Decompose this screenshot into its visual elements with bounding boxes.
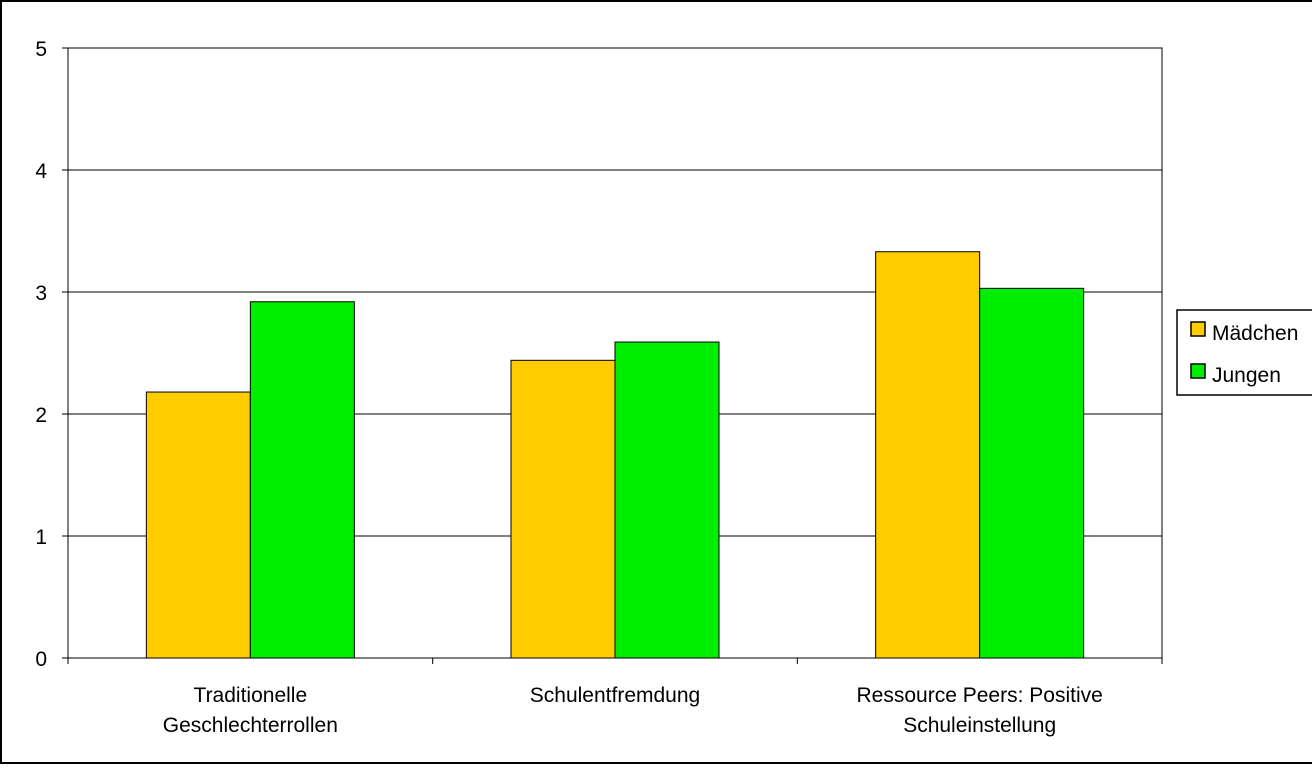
- legend-label: Jungen: [1212, 364, 1281, 387]
- legend-label: Mädchen: [1212, 322, 1298, 345]
- bar-maedchen: [510, 359, 616, 659]
- y-tick-label: 3: [35, 282, 47, 305]
- bar-jungen: [249, 301, 355, 659]
- bar-maedchen: [145, 391, 251, 659]
- bar-maedchen: [875, 251, 981, 659]
- legend-swatch: [1190, 321, 1206, 337]
- axes: 0 1 2 3 4 5 Traditionelle Geschlechterrollen Sch…: [35, 38, 1163, 737]
- bars: [145, 251, 1085, 659]
- bar-jungen: [614, 341, 720, 659]
- legend: Mädchen Jungen: [1176, 309, 1312, 396]
- y-tick-label: 2: [35, 404, 47, 427]
- x-tick-label: Ressource Peers: Positive: [857, 684, 1103, 707]
- y-tick-label: 4: [35, 160, 47, 183]
- bar-jungen: [979, 287, 1085, 659]
- y-tick-label: 0: [35, 648, 47, 671]
- plot-area-border: [67, 47, 1163, 659]
- y-tick-label: 1: [35, 526, 47, 549]
- y-tick-label: 5: [35, 38, 47, 61]
- x-tick-label: Traditionelle: [194, 684, 308, 707]
- x-tick-label: Geschlechterrollen: [163, 714, 338, 737]
- x-tick-label: Schuleinstellung: [903, 714, 1056, 737]
- x-tick-label: Schulentfremdung: [530, 684, 700, 707]
- legend-swatch: [1190, 363, 1206, 379]
